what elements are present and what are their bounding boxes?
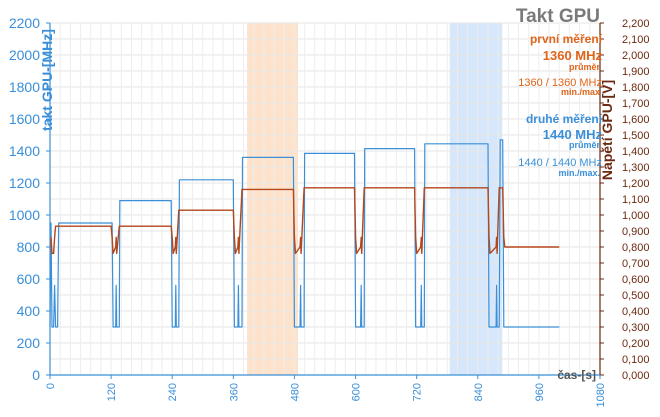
legend: Takt GPU první měření 1360 MHz průměr 13…	[516, 6, 603, 178]
right-tick-label: 1,900	[622, 66, 650, 78]
left-tick-label: 400	[17, 303, 41, 319]
x-tick-label: 0	[45, 383, 57, 389]
grid-lines	[49, 22, 601, 376]
right-tick-label: 0,600	[622, 274, 650, 286]
legend-first-range: 1360 / 1360 MHz	[518, 77, 602, 89]
x-tick-label: 840	[473, 383, 485, 401]
tick-labels: 0200400600800100012001400160018002000220…	[9, 15, 650, 407]
right-tick-label: 1,200	[622, 178, 650, 190]
x-tick-label: 360	[228, 383, 240, 401]
right-tick-label: 1,700	[622, 98, 650, 110]
right-tick-label: 0,700	[622, 258, 650, 270]
x-tick-label: 120	[106, 383, 118, 401]
x-tick-label: 600	[351, 383, 363, 401]
left-tick-label: 2200	[9, 15, 40, 31]
left-tick-label: 1000	[9, 207, 40, 223]
left-tick-label: 2000	[9, 47, 40, 63]
right-tick-label: 1,400	[622, 146, 650, 158]
right-tick-label: 1,500	[622, 130, 650, 142]
right-tick-label: 2,000	[622, 50, 650, 62]
legend-title: Takt GPU	[516, 6, 600, 27]
x-tick-label: 960	[534, 383, 546, 401]
right-tick-label: 1,100	[622, 194, 650, 206]
series-line-1	[49, 187, 560, 255]
x-tick-label: 240	[167, 383, 179, 401]
right-tick-label: 0,500	[622, 290, 650, 302]
right-tick-label: 1,000	[622, 210, 650, 222]
right-tick-label: 2,100	[622, 34, 650, 46]
left-tick-label: 600	[17, 271, 41, 287]
series-line-0	[49, 139, 560, 328]
left-tick-label: 200	[17, 335, 41, 351]
x-tick-label: 480	[289, 383, 301, 401]
right-tick-label: 0,200	[622, 338, 650, 350]
left-tick-label: 800	[17, 239, 41, 255]
legend-second-range-caption: min./max.	[558, 168, 600, 178]
left-tick-label: 1200	[9, 175, 40, 191]
legend-second-avg-caption: průměr	[569, 140, 601, 150]
x-tick-label: 720	[412, 383, 424, 401]
right-tick-label: 0,100	[622, 354, 650, 366]
legend-second-avg: 1440 MHz	[543, 127, 603, 142]
right-tick-label: 1,800	[622, 82, 650, 94]
right-tick-label: 1,300	[622, 162, 650, 174]
legend-first-avg: 1360 MHz	[543, 48, 603, 63]
legend-second-head: druhé měření	[526, 112, 603, 126]
legend-first-range-caption: min./max	[561, 87, 600, 97]
right-tick-label: 0,800	[622, 242, 650, 254]
left-axis-title: takt GPU-[MHz]	[39, 29, 55, 131]
left-tick-label: 1600	[9, 111, 40, 127]
legend-first-avg-caption: průměr	[569, 62, 601, 72]
right-tick-label: 0,900	[622, 226, 650, 238]
left-tick-label: 0	[32, 367, 40, 383]
left-tick-label: 1400	[9, 143, 40, 159]
right-tick-label: 0,400	[622, 306, 650, 318]
right-tick-label: 1,600	[622, 114, 650, 126]
left-tick-label: 1800	[9, 79, 40, 95]
series-lines	[49, 139, 560, 328]
x-tick-label: 1080	[595, 383, 607, 407]
x-axis-title: čas-[s]	[557, 368, 596, 382]
right-tick-label: 2,200	[622, 18, 650, 30]
right-tick-label: 0,300	[622, 322, 650, 334]
right-axis-title: Napětí GPU-[V]	[599, 80, 615, 180]
legend-second-range: 1440 / 1440 MHz	[518, 157, 602, 169]
legend-first-head: první měření	[530, 32, 603, 46]
right-tick-label: 0,000	[622, 370, 650, 382]
